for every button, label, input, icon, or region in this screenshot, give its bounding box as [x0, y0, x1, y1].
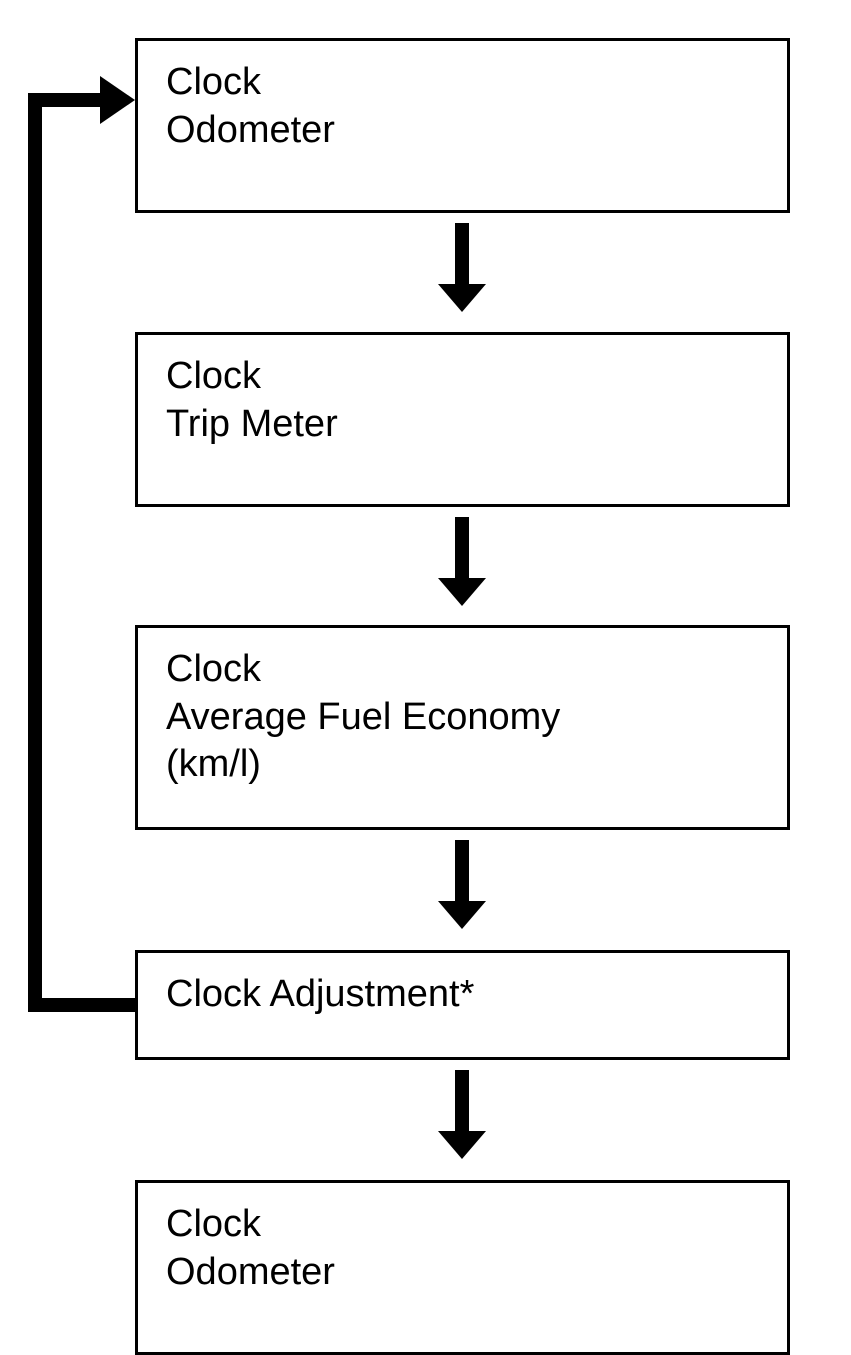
box-line: Odometer	[166, 107, 759, 155]
flow-box-trip-meter: Clock Trip Meter	[135, 332, 790, 507]
flow-box-clock-adjustment: Clock Adjustment*	[135, 950, 790, 1060]
box-line: Odometer	[166, 1249, 759, 1297]
arrow-down-icon	[438, 517, 486, 606]
box-line: Clock	[166, 646, 759, 694]
box-line: Average Fuel Economy	[166, 694, 759, 742]
box-line: Clock	[166, 59, 759, 107]
arrow-down-icon	[438, 1070, 486, 1159]
box-line: Clock Adjustment*	[166, 971, 759, 1019]
flow-box-odometer: Clock Odometer	[135, 38, 790, 213]
flowchart-diagram: Clock Odometer Clock Trip Meter Clock Av…	[0, 0, 851, 1317]
box-line: Trip Meter	[166, 401, 759, 449]
box-line: Clock	[166, 1201, 759, 1249]
arrow-down-icon	[438, 840, 486, 929]
box-line: Clock	[166, 353, 759, 401]
flow-box-odometer-repeat: Clock Odometer	[135, 1180, 790, 1355]
arrow-down-icon	[438, 223, 486, 312]
box-line: (km/l)	[166, 741, 759, 789]
flow-box-fuel-economy: Clock Average Fuel Economy (km/l)	[135, 625, 790, 830]
